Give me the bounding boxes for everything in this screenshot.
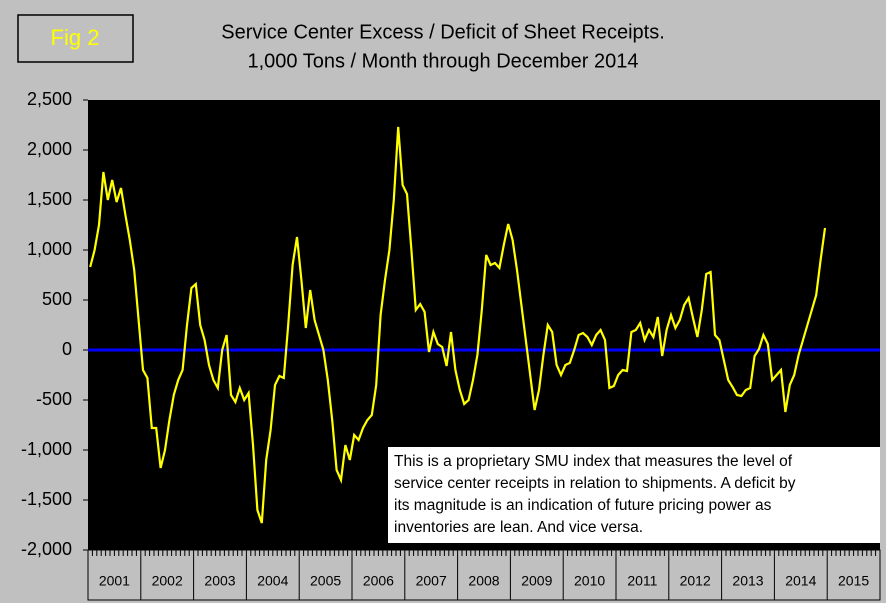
- y-tick-label: 1,500: [27, 189, 72, 209]
- x-tick-label: 2012: [680, 573, 711, 589]
- fig-label: Fig 2: [51, 25, 100, 50]
- chart-title: Service Center Excess / Deficit of Sheet…: [221, 21, 665, 43]
- annotation-text: This is a proprietary SMU index that mea…: [394, 453, 793, 470]
- x-tick-label: 2003: [204, 573, 235, 589]
- y-tick-label: 1,000: [27, 239, 72, 259]
- x-tick-label: 2007: [416, 573, 447, 589]
- y-tick-label: -500: [36, 389, 72, 409]
- x-tick-label: 2005: [310, 573, 341, 589]
- y-tick-label: 500: [42, 289, 72, 309]
- chart-subtitle: 1,000 Tons / Month through December 2014: [248, 50, 639, 72]
- x-tick-label: 2002: [152, 573, 183, 589]
- annotation-text: inventories are lean. And vice versa.: [394, 519, 643, 536]
- y-tick-label: -2,000: [21, 539, 72, 559]
- x-tick-label: 2009: [521, 573, 552, 589]
- x-tick-label: 2015: [838, 573, 869, 589]
- x-tick-label: 2011: [627, 573, 657, 589]
- y-tick-label: 0: [62, 339, 72, 359]
- y-tick-label: -1,500: [21, 489, 72, 509]
- x-tick-label: 2010: [574, 573, 605, 589]
- y-tick-label: 2,500: [27, 89, 72, 109]
- data-line: [89, 126, 827, 524]
- x-tick-label: 2006: [363, 573, 394, 589]
- fig-box: [17, 14, 134, 63]
- annotation-text: its magnitude is an indication of future…: [394, 497, 772, 514]
- y-tick-label: -1,000: [21, 439, 72, 459]
- annotation-box: [388, 447, 880, 543]
- x-tick-label: 2008: [468, 573, 499, 589]
- x-tick-label: 2013: [732, 573, 763, 589]
- x-tick-label: 2004: [257, 573, 288, 589]
- x-tick-label: 2014: [785, 573, 816, 589]
- y-tick-label: 2,000: [27, 139, 72, 159]
- annotation-text: service center receipts in relation to s…: [394, 475, 796, 492]
- x-tick-label: 2001: [99, 573, 130, 589]
